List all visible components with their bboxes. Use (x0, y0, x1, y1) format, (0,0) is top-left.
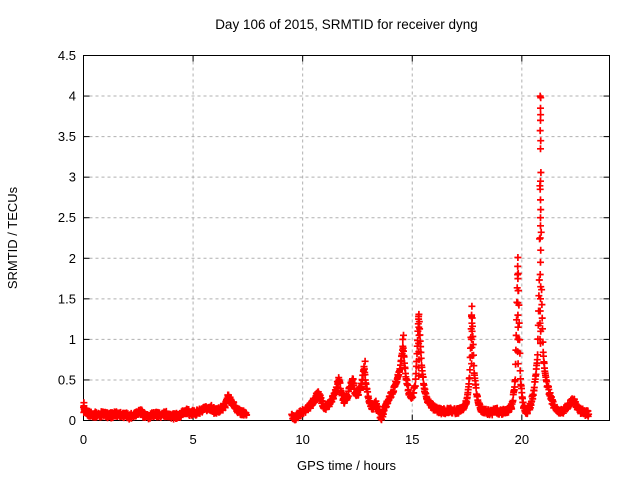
y-tick-label: 1.5 (58, 291, 76, 306)
x-tick-label: 15 (405, 432, 419, 447)
y-tick-label: 2 (69, 251, 76, 266)
grid-lines (83, 55, 610, 421)
y-tick-labels: 0 0.5 1 1.5 2 2.5 3 3.5 4 4.5 (58, 48, 76, 428)
x-tick-label: 20 (515, 432, 529, 447)
plot-border (83, 55, 610, 421)
y-tick-label: 3.5 (58, 129, 76, 144)
y-axis-label: SRMTID / TECUs (5, 186, 20, 289)
chart-title: Day 106 of 2015, SRMTID for receiver dyn… (215, 17, 478, 32)
y-tick-label: 1 (69, 332, 76, 347)
data-points (80, 92, 593, 424)
y-tick-label: 0.5 (58, 372, 76, 387)
x-tick-label: 0 (80, 432, 87, 447)
x-tick-label: 5 (189, 432, 196, 447)
y-tick-label: 3 (69, 170, 76, 185)
y-tick-label: 4 (69, 89, 76, 104)
y-tick-label: 0 (69, 413, 76, 428)
x-tick-label: 10 (295, 432, 309, 447)
y-tick-label: 2.5 (58, 210, 76, 225)
x-tick-labels: 0 5 10 15 20 (80, 432, 529, 447)
y-tick-label: 4.5 (58, 48, 76, 63)
x-axis-label: GPS time / hours (297, 458, 396, 473)
axis-ticks (83, 55, 610, 421)
